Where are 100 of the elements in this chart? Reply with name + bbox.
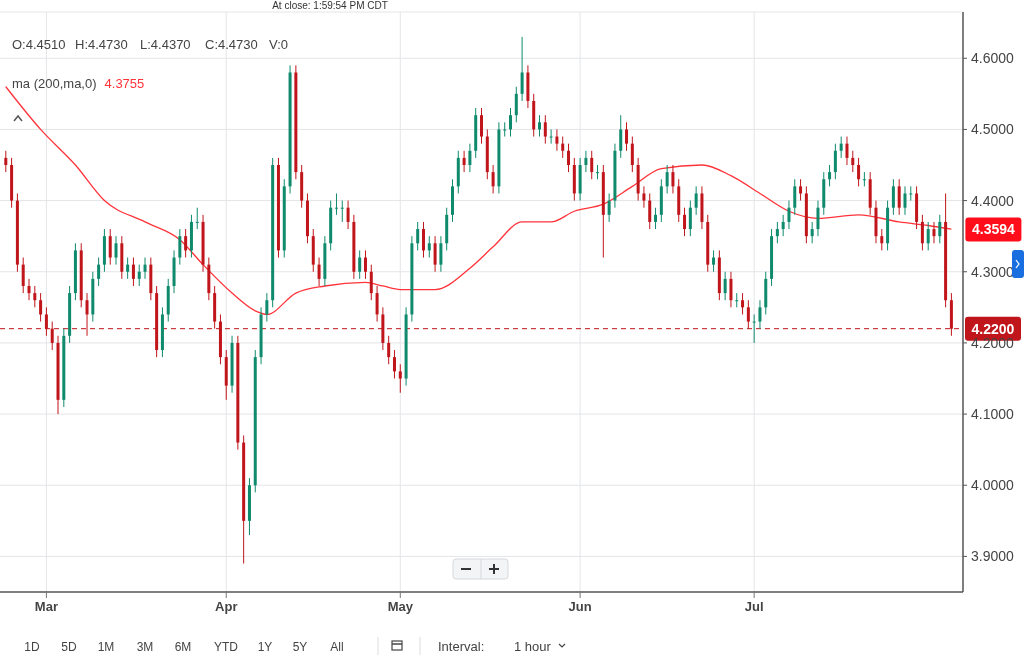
candlestick bbox=[810, 221, 814, 244]
candlestick bbox=[845, 136, 849, 166]
candlestick bbox=[369, 264, 373, 301]
candlestick bbox=[567, 143, 571, 173]
candlestick bbox=[712, 249, 716, 273]
candlestick bbox=[421, 221, 425, 259]
candlestick bbox=[729, 271, 733, 308]
candlestick bbox=[694, 185, 698, 216]
candlestick bbox=[723, 271, 727, 301]
annotation: 4.3755 bbox=[104, 76, 145, 91]
candlestick bbox=[781, 214, 785, 237]
candlestick bbox=[462, 150, 466, 173]
candlestick bbox=[433, 235, 437, 273]
candlestick bbox=[793, 178, 797, 216]
text: YTD bbox=[214, 640, 239, 654]
candlestick bbox=[828, 164, 832, 187]
text: 6M bbox=[174, 640, 192, 654]
candlestick bbox=[932, 221, 936, 244]
text: All bbox=[330, 640, 344, 654]
candlestick bbox=[480, 107, 483, 145]
candlestick bbox=[590, 150, 594, 180]
candlestick bbox=[398, 363, 402, 394]
candlestick bbox=[363, 249, 367, 280]
candlestick bbox=[21, 257, 25, 294]
candlestick bbox=[787, 200, 791, 230]
candlestick bbox=[265, 292, 269, 323]
candlestick bbox=[741, 292, 745, 315]
candlestick bbox=[891, 178, 895, 216]
candlestick bbox=[184, 228, 188, 259]
text: 3M bbox=[136, 640, 154, 654]
candlestick bbox=[33, 285, 37, 308]
y-tick-label: 4.6000 bbox=[971, 50, 1015, 67]
candlestick bbox=[334, 192, 338, 216]
x-tick-label: Apr bbox=[215, 599, 238, 614]
candlestick bbox=[903, 185, 907, 216]
candlestick bbox=[862, 171, 866, 187]
text: Interval: bbox=[438, 639, 485, 654]
candlestick bbox=[752, 313, 756, 344]
x-tick-label: Jul bbox=[744, 599, 764, 614]
candlestick bbox=[671, 164, 675, 194]
candlestick bbox=[514, 86, 518, 123]
candlestick bbox=[642, 185, 646, 209]
candlestick bbox=[880, 228, 884, 251]
candlestick bbox=[799, 178, 803, 202]
candlestick bbox=[387, 335, 391, 365]
candlestick bbox=[126, 257, 130, 280]
candlestick bbox=[503, 121, 507, 138]
candlestick bbox=[735, 292, 739, 308]
candlestick bbox=[607, 192, 611, 223]
y-tick-label: 4.4000 bbox=[971, 192, 1015, 209]
ref-line-label: 4.2200 bbox=[971, 320, 1015, 337]
text: 1Y bbox=[257, 640, 273, 654]
candlestick bbox=[549, 128, 553, 145]
candlestick bbox=[619, 114, 623, 159]
candlestick bbox=[468, 143, 472, 173]
annotation: L:4.4370 bbox=[140, 37, 191, 52]
candlestick bbox=[758, 299, 762, 330]
candlestick bbox=[137, 264, 141, 287]
candlestick bbox=[775, 221, 779, 244]
x-tick-label: May bbox=[387, 599, 414, 614]
text: 1 hour bbox=[514, 639, 552, 654]
chart-subtitle: At close: 1:59:54 PM CDT bbox=[272, 0, 388, 11]
y-tick-label: 4.5000 bbox=[971, 121, 1015, 138]
candlestick bbox=[938, 214, 942, 244]
candlestick bbox=[509, 107, 513, 138]
annotation: 4.3594 bbox=[971, 221, 1016, 238]
annotation: V:0 bbox=[269, 37, 289, 52]
candlestick bbox=[358, 249, 362, 280]
text: 5Y bbox=[292, 640, 308, 654]
candlestick bbox=[851, 150, 855, 173]
candlestick bbox=[555, 128, 559, 152]
annotation: C:4.4730 bbox=[205, 37, 258, 52]
candlestick bbox=[97, 257, 101, 287]
candlestick bbox=[688, 200, 692, 237]
candlestick bbox=[317, 257, 321, 287]
candlestick bbox=[346, 200, 350, 230]
candlestick bbox=[584, 150, 588, 173]
candlestick bbox=[625, 121, 629, 152]
candlestick bbox=[857, 157, 861, 187]
candlestick bbox=[648, 192, 652, 230]
candlestick bbox=[439, 235, 443, 273]
candlestick bbox=[392, 349, 396, 379]
candlestick bbox=[630, 136, 634, 173]
candlestick bbox=[920, 214, 924, 251]
candlestick bbox=[416, 221, 420, 251]
annotation: O:4.4510 bbox=[12, 37, 66, 52]
x-tick-label: Mar bbox=[34, 599, 58, 614]
candlestick bbox=[375, 285, 379, 323]
text: 1D bbox=[24, 640, 40, 654]
candlestick bbox=[131, 257, 135, 287]
x-tick-label: Jun bbox=[568, 599, 592, 614]
series-label: ma (200,ma,0) bbox=[12, 76, 97, 91]
candlestick bbox=[926, 221, 930, 251]
candlestick bbox=[39, 292, 43, 323]
candlestick bbox=[178, 228, 182, 266]
annotation: H:4.4730 bbox=[75, 37, 128, 52]
candlestick bbox=[108, 228, 112, 266]
candlestick bbox=[114, 235, 118, 266]
y-tick-label: 4.0000 bbox=[971, 477, 1015, 494]
candlestick bbox=[909, 185, 913, 202]
